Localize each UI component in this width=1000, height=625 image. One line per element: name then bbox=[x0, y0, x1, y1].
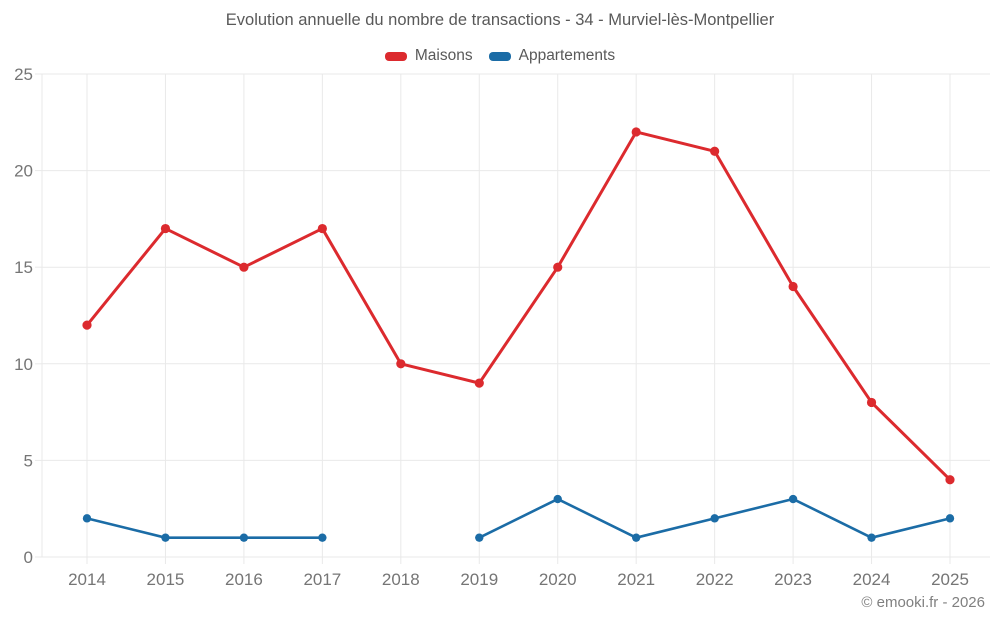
data-point[interactable] bbox=[553, 262, 563, 272]
svg-text:2021: 2021 bbox=[617, 570, 655, 589]
chart-legend: Maisons Appartements bbox=[0, 44, 1000, 68]
svg-text:25: 25 bbox=[14, 65, 33, 84]
x-axis-labels: 2014 2015 2016 2017 2018 2019 2020 2021 2022 2023… bbox=[68, 570, 969, 589]
data-point[interactable] bbox=[160, 223, 171, 234]
data-point[interactable] bbox=[788, 494, 798, 504]
chart-title: Evolution annuelle du nombre de transact… bbox=[225, 11, 775, 29]
svg-text:2024: 2024 bbox=[853, 570, 891, 589]
data-point[interactable] bbox=[239, 262, 249, 272]
svg-text:2017: 2017 bbox=[303, 570, 341, 589]
svg-text:5: 5 bbox=[24, 451, 33, 470]
svg-text:2022: 2022 bbox=[696, 570, 734, 589]
svg-text:2018: 2018 bbox=[382, 570, 420, 589]
legend-item-maisons[interactable]: Maisons bbox=[384, 47, 473, 65]
appartements-swatch-icon bbox=[488, 51, 511, 61]
data-point[interactable] bbox=[788, 281, 798, 292]
data-point[interactable] bbox=[867, 533, 876, 542]
data-point[interactable] bbox=[161, 533, 170, 542]
legend-label-appartements: Appartements bbox=[518, 47, 616, 64]
axis-ticks bbox=[35, 73, 951, 564]
svg-text:2020: 2020 bbox=[539, 570, 577, 589]
copyright-text: © emooki.fr - 2026 bbox=[861, 594, 985, 611]
data-point[interactable] bbox=[82, 514, 92, 523]
data-point[interactable] bbox=[239, 533, 249, 542]
svg-text:20: 20 bbox=[14, 162, 33, 181]
svg-text:2019: 2019 bbox=[460, 570, 498, 589]
svg-text:2025: 2025 bbox=[931, 570, 969, 589]
data-point[interactable] bbox=[710, 146, 720, 156]
data-point[interactable] bbox=[474, 378, 484, 388]
svg-text:2014: 2014 bbox=[68, 570, 106, 589]
data-point[interactable] bbox=[631, 127, 641, 137]
legend-item-appartements[interactable]: Appartements bbox=[488, 47, 616, 65]
data-point[interactable] bbox=[866, 397, 877, 408]
data-point[interactable] bbox=[631, 533, 641, 542]
data-point[interactable] bbox=[710, 514, 719, 523]
data-point[interactable] bbox=[475, 533, 484, 542]
data-point[interactable] bbox=[82, 320, 92, 330]
series-maisons bbox=[82, 127, 955, 485]
svg-text:2015: 2015 bbox=[147, 570, 185, 589]
svg-text:15: 15 bbox=[14, 258, 33, 277]
data-point[interactable] bbox=[317, 223, 327, 234]
data-point[interactable] bbox=[945, 475, 955, 485]
y-axis-labels: 0 5 10 15 20 25 bbox=[14, 65, 33, 567]
legend-label-maisons: Maisons bbox=[414, 47, 473, 64]
svg-text:2023: 2023 bbox=[774, 570, 812, 589]
maisons-swatch-icon bbox=[384, 51, 407, 61]
data-point[interactable] bbox=[318, 533, 327, 542]
gridlines bbox=[42, 73, 990, 558]
svg-text:2016: 2016 bbox=[225, 570, 263, 589]
data-point[interactable] bbox=[553, 494, 562, 504]
series-appartements bbox=[82, 494, 955, 542]
svg-text:0: 0 bbox=[24, 548, 33, 567]
data-point[interactable] bbox=[396, 359, 406, 369]
svg-text:10: 10 bbox=[14, 355, 33, 374]
data-point[interactable] bbox=[945, 514, 955, 523]
